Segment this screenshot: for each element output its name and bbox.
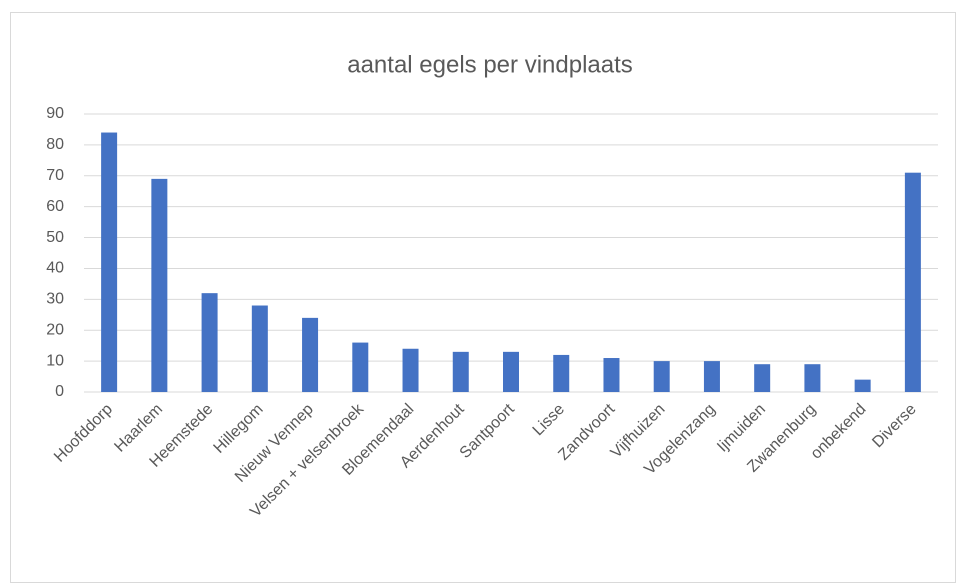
- y-tick-label: 70: [46, 167, 64, 184]
- chart-frame: [10, 12, 956, 583]
- y-tick-label: 90: [46, 105, 64, 122]
- bar: [302, 317, 319, 392]
- bar: [402, 348, 419, 392]
- bar: [754, 364, 771, 392]
- bar: [452, 351, 469, 392]
- bar: [503, 351, 519, 392]
- y-tick-label: 0: [55, 383, 64, 400]
- y-tick-label: 50: [46, 229, 64, 246]
- bar: [653, 361, 670, 392]
- bar: [352, 342, 369, 392]
- y-tick-label: 40: [46, 260, 64, 277]
- bar: [151, 178, 168, 392]
- y-tick-label: 20: [46, 321, 64, 338]
- bar: [553, 354, 570, 392]
- bar: [904, 172, 921, 392]
- bar: [703, 361, 720, 392]
- bar: [854, 379, 871, 392]
- y-tick-label: 60: [46, 198, 64, 215]
- bar: [101, 132, 118, 393]
- y-tick-label: 30: [46, 291, 64, 308]
- bar: [603, 358, 620, 392]
- bar: [804, 364, 821, 392]
- bar: [251, 305, 268, 392]
- chart-title: aantal egels per vindplaats: [347, 51, 633, 78]
- y-tick-label: 10: [46, 352, 64, 369]
- bar: [201, 293, 218, 392]
- y-tick-label: 80: [46, 136, 64, 153]
